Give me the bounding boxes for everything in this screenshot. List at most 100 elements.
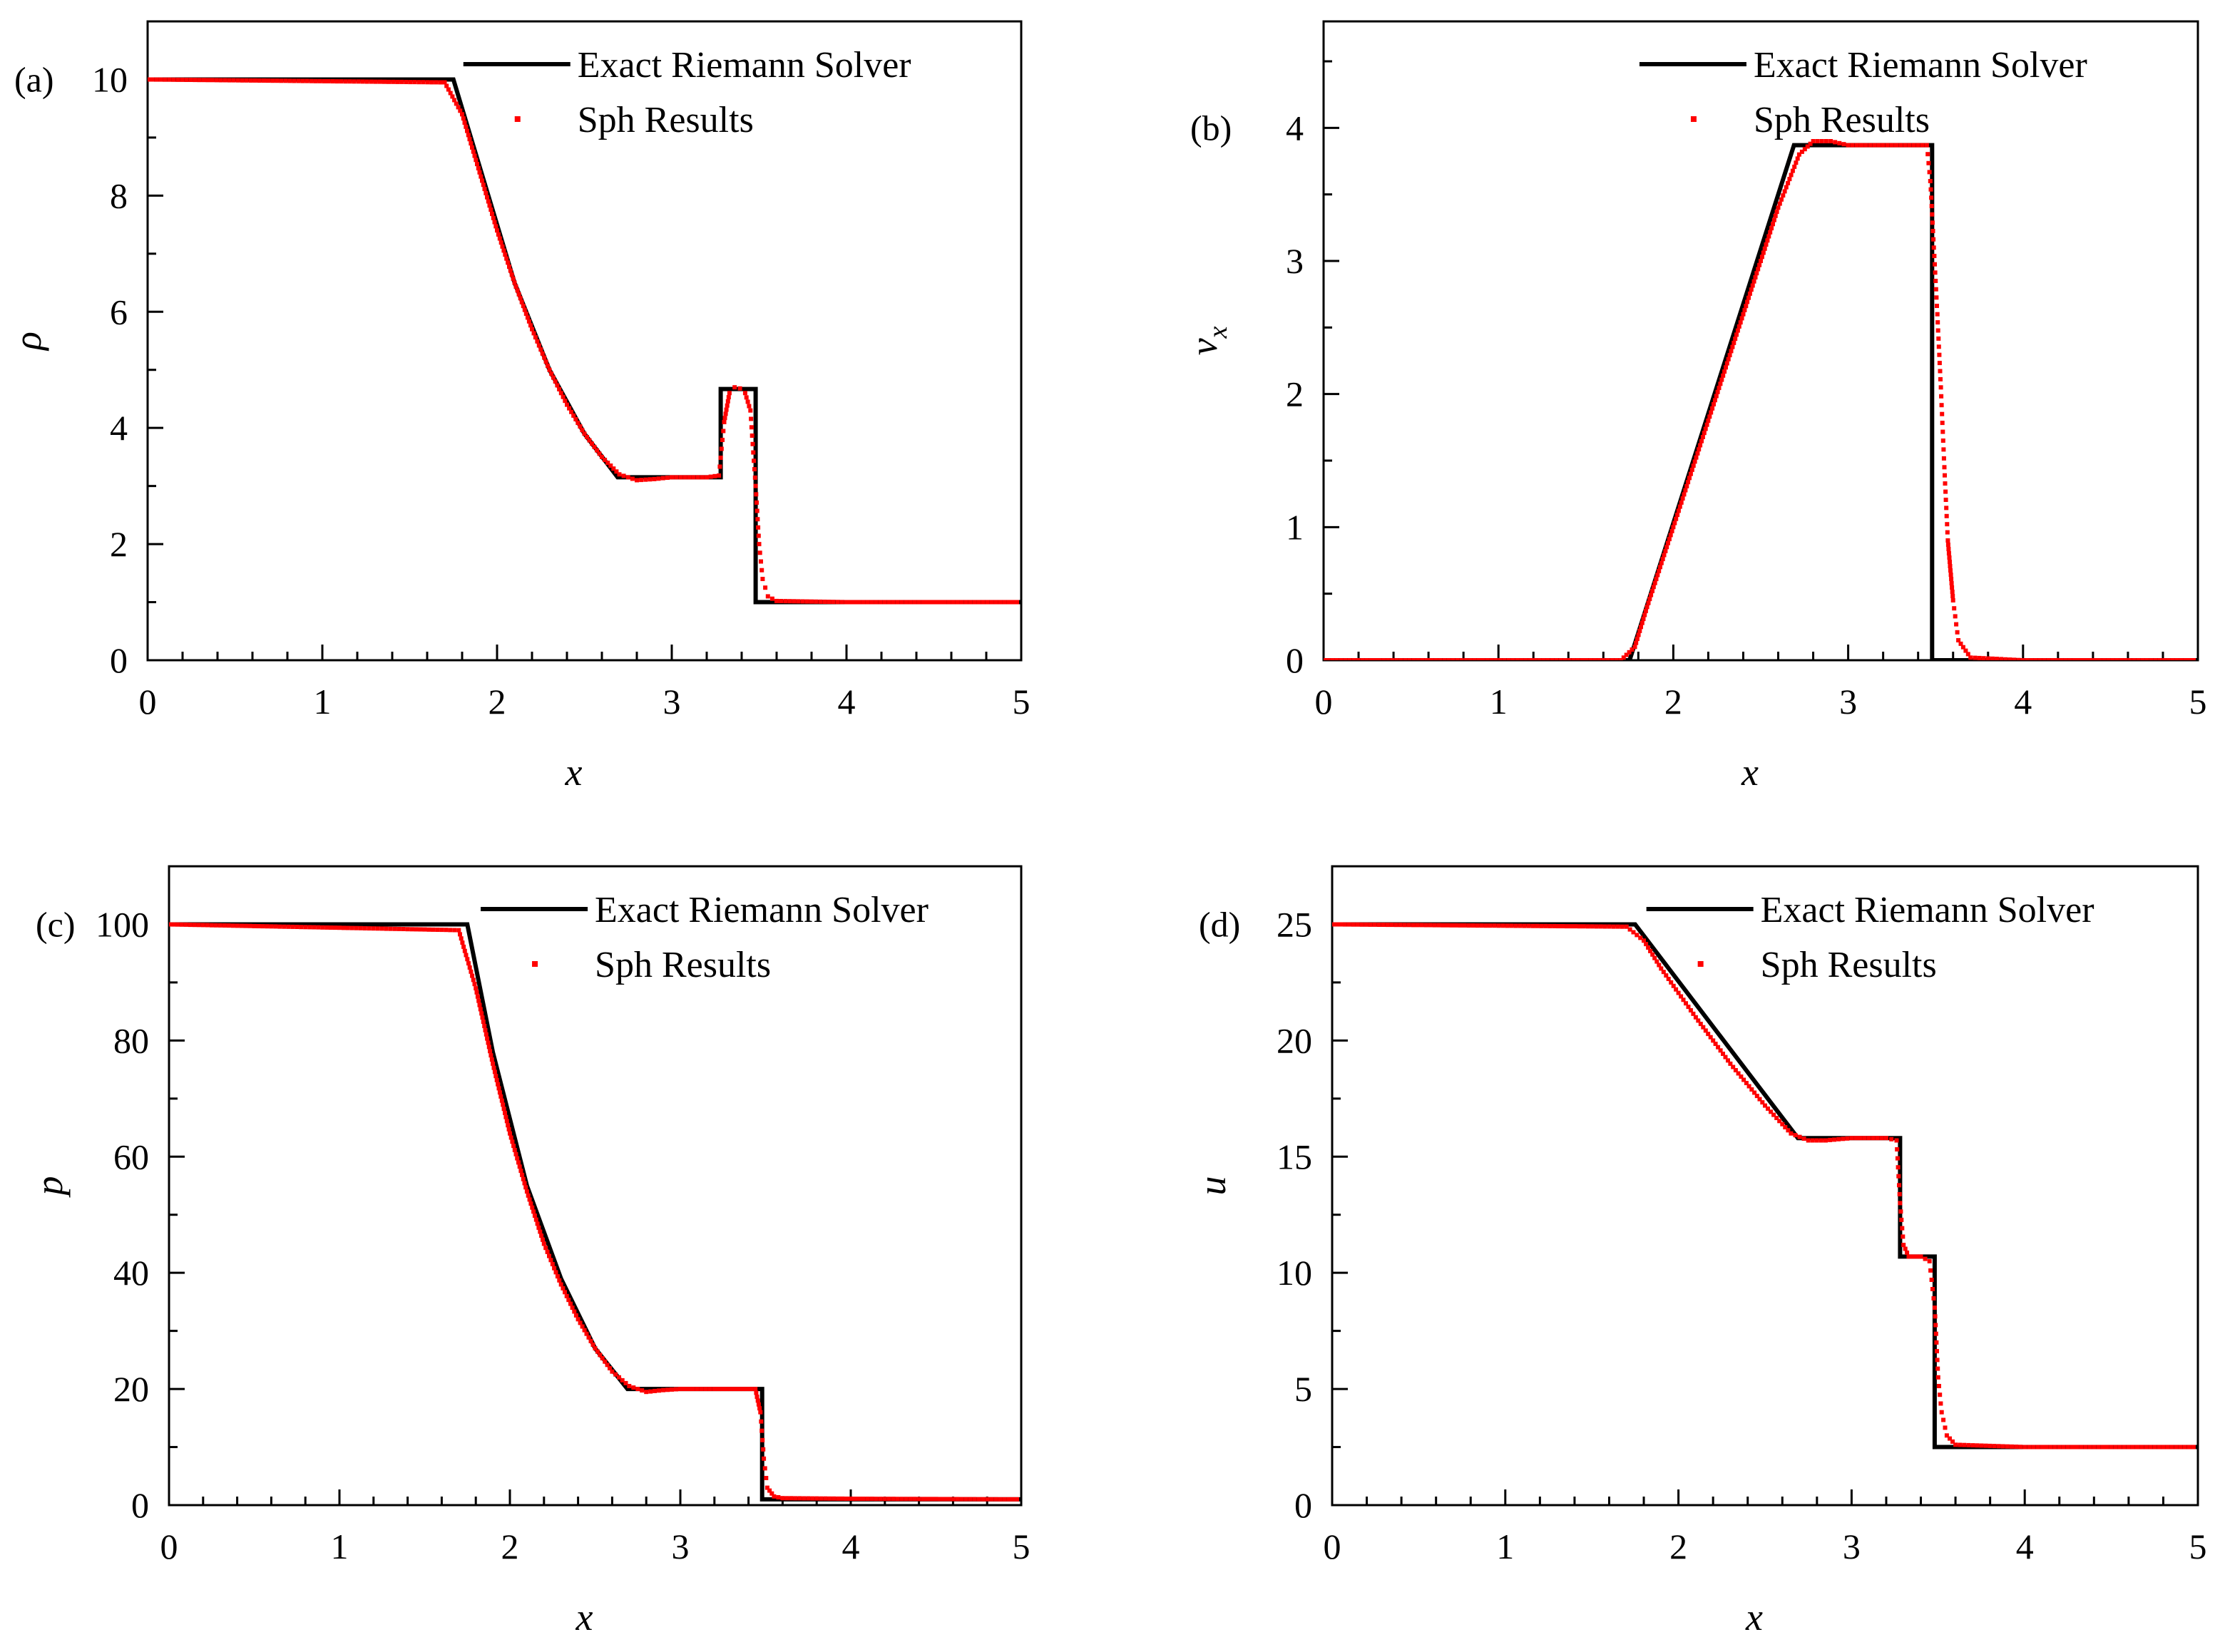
sph-point bbox=[1948, 573, 1953, 577]
sph-point bbox=[904, 1497, 909, 1502]
sph-point bbox=[2178, 1445, 2183, 1450]
sph-point bbox=[541, 1237, 545, 1242]
sph-point bbox=[1644, 942, 1649, 947]
sph-point bbox=[1905, 1250, 1910, 1255]
sph-point bbox=[835, 600, 840, 605]
sph-point bbox=[712, 1387, 717, 1392]
sph-point bbox=[401, 927, 406, 931]
x-tick-label: 1 bbox=[1490, 682, 1508, 722]
sph-point bbox=[760, 577, 765, 581]
sph-point bbox=[248, 78, 253, 83]
sph-point bbox=[163, 77, 168, 82]
sph-point bbox=[504, 256, 509, 261]
sph-point bbox=[1832, 1137, 1837, 1142]
sph-point bbox=[2104, 1445, 2109, 1450]
sph-point bbox=[705, 475, 709, 480]
sph-point bbox=[371, 926, 376, 931]
sph-point bbox=[2109, 1445, 2114, 1450]
sph-point bbox=[921, 1497, 926, 1502]
sph-point bbox=[725, 1387, 729, 1392]
sph-point bbox=[429, 80, 434, 85]
sph-point bbox=[603, 1359, 608, 1364]
sph-point bbox=[1762, 246, 1767, 251]
sph-point bbox=[530, 1205, 535, 1210]
sph-point bbox=[1752, 1090, 1757, 1095]
sph-point bbox=[796, 599, 801, 604]
sph-point bbox=[874, 1497, 879, 1502]
sph-point bbox=[476, 998, 481, 1003]
sph-point bbox=[891, 600, 896, 605]
sph-point bbox=[551, 375, 556, 380]
sph-point bbox=[1939, 394, 1944, 399]
x-tick-label: 2 bbox=[501, 1527, 519, 1566]
x-tick-label: 2 bbox=[1664, 682, 1682, 722]
sph-point bbox=[483, 1027, 488, 1032]
sph-point bbox=[391, 79, 396, 84]
sph-point bbox=[196, 923, 201, 928]
sph-point bbox=[1786, 1128, 1791, 1133]
sph-point bbox=[277, 924, 282, 929]
sph-point bbox=[1955, 630, 1960, 635]
sph-point bbox=[757, 1406, 762, 1411]
sph-point bbox=[148, 77, 150, 82]
sph-point bbox=[1420, 658, 1425, 660]
sph-point bbox=[2031, 1445, 2036, 1450]
sph-point bbox=[2157, 1445, 2162, 1450]
sph-point bbox=[1894, 1138, 1899, 1143]
sph-point bbox=[1935, 1366, 1940, 1371]
sph-point bbox=[337, 925, 342, 930]
sph-point bbox=[235, 78, 240, 83]
sph-point bbox=[769, 1491, 774, 1496]
y-tick-label: 20 bbox=[1277, 1020, 1312, 1060]
sph-point bbox=[474, 986, 479, 991]
sph-point bbox=[569, 409, 574, 414]
y-tick-label: 2 bbox=[110, 524, 128, 564]
sph-point bbox=[972, 600, 977, 605]
sph-point bbox=[2135, 1445, 2139, 1450]
sph-point bbox=[535, 1221, 540, 1226]
sph-point bbox=[330, 79, 335, 83]
sph-point bbox=[849, 600, 853, 605]
sph-point bbox=[1476, 658, 1481, 660]
sph-point bbox=[760, 1437, 765, 1442]
sph-point bbox=[498, 1094, 503, 1099]
x-tick-label: 4 bbox=[2014, 682, 2032, 722]
sph-point bbox=[814, 1496, 819, 1501]
sph-point bbox=[450, 94, 455, 99]
sph-point bbox=[806, 1496, 811, 1501]
sph-point bbox=[2122, 1445, 2127, 1450]
sph-point bbox=[1535, 923, 1540, 928]
panel-4: 0 1 2 3 4 5 0 5 10 15 20 25 x u (d) Exact Riemann Solve… bbox=[1191, 865, 2207, 1638]
sph-point bbox=[1872, 143, 1877, 148]
sph-point bbox=[2092, 1445, 2097, 1450]
sph-point bbox=[1681, 997, 1686, 1002]
sph-point bbox=[712, 473, 717, 478]
sph-point bbox=[1943, 489, 1948, 494]
sph-point bbox=[452, 98, 457, 103]
x-tick-label: 5 bbox=[1013, 682, 1030, 722]
sph-point bbox=[1446, 658, 1451, 660]
sph-point bbox=[1935, 312, 1940, 317]
sph-point bbox=[1879, 1136, 1884, 1141]
sph-point bbox=[270, 78, 275, 83]
sph-point bbox=[1567, 658, 1572, 660]
sph-point bbox=[1594, 924, 1599, 929]
sph-point bbox=[326, 78, 331, 83]
exact-solution-line bbox=[148, 77, 1021, 605]
sph-point bbox=[460, 112, 464, 117]
legend-dot-marker bbox=[1697, 961, 1704, 967]
sph-point bbox=[1793, 1133, 1798, 1138]
sph-point bbox=[720, 1387, 725, 1392]
sph-point bbox=[1889, 143, 1894, 148]
sph-point bbox=[1866, 1136, 1871, 1141]
sph-point bbox=[209, 923, 214, 928]
sph-point bbox=[1943, 481, 1948, 486]
sph-point bbox=[1646, 945, 1651, 950]
sph-point bbox=[312, 925, 317, 930]
sph-point bbox=[1411, 923, 1416, 928]
sph-point bbox=[222, 923, 227, 928]
sph-point bbox=[2016, 657, 2021, 660]
sph-point bbox=[1777, 1119, 1782, 1124]
sph-point bbox=[200, 923, 205, 928]
sph-point bbox=[252, 78, 257, 83]
